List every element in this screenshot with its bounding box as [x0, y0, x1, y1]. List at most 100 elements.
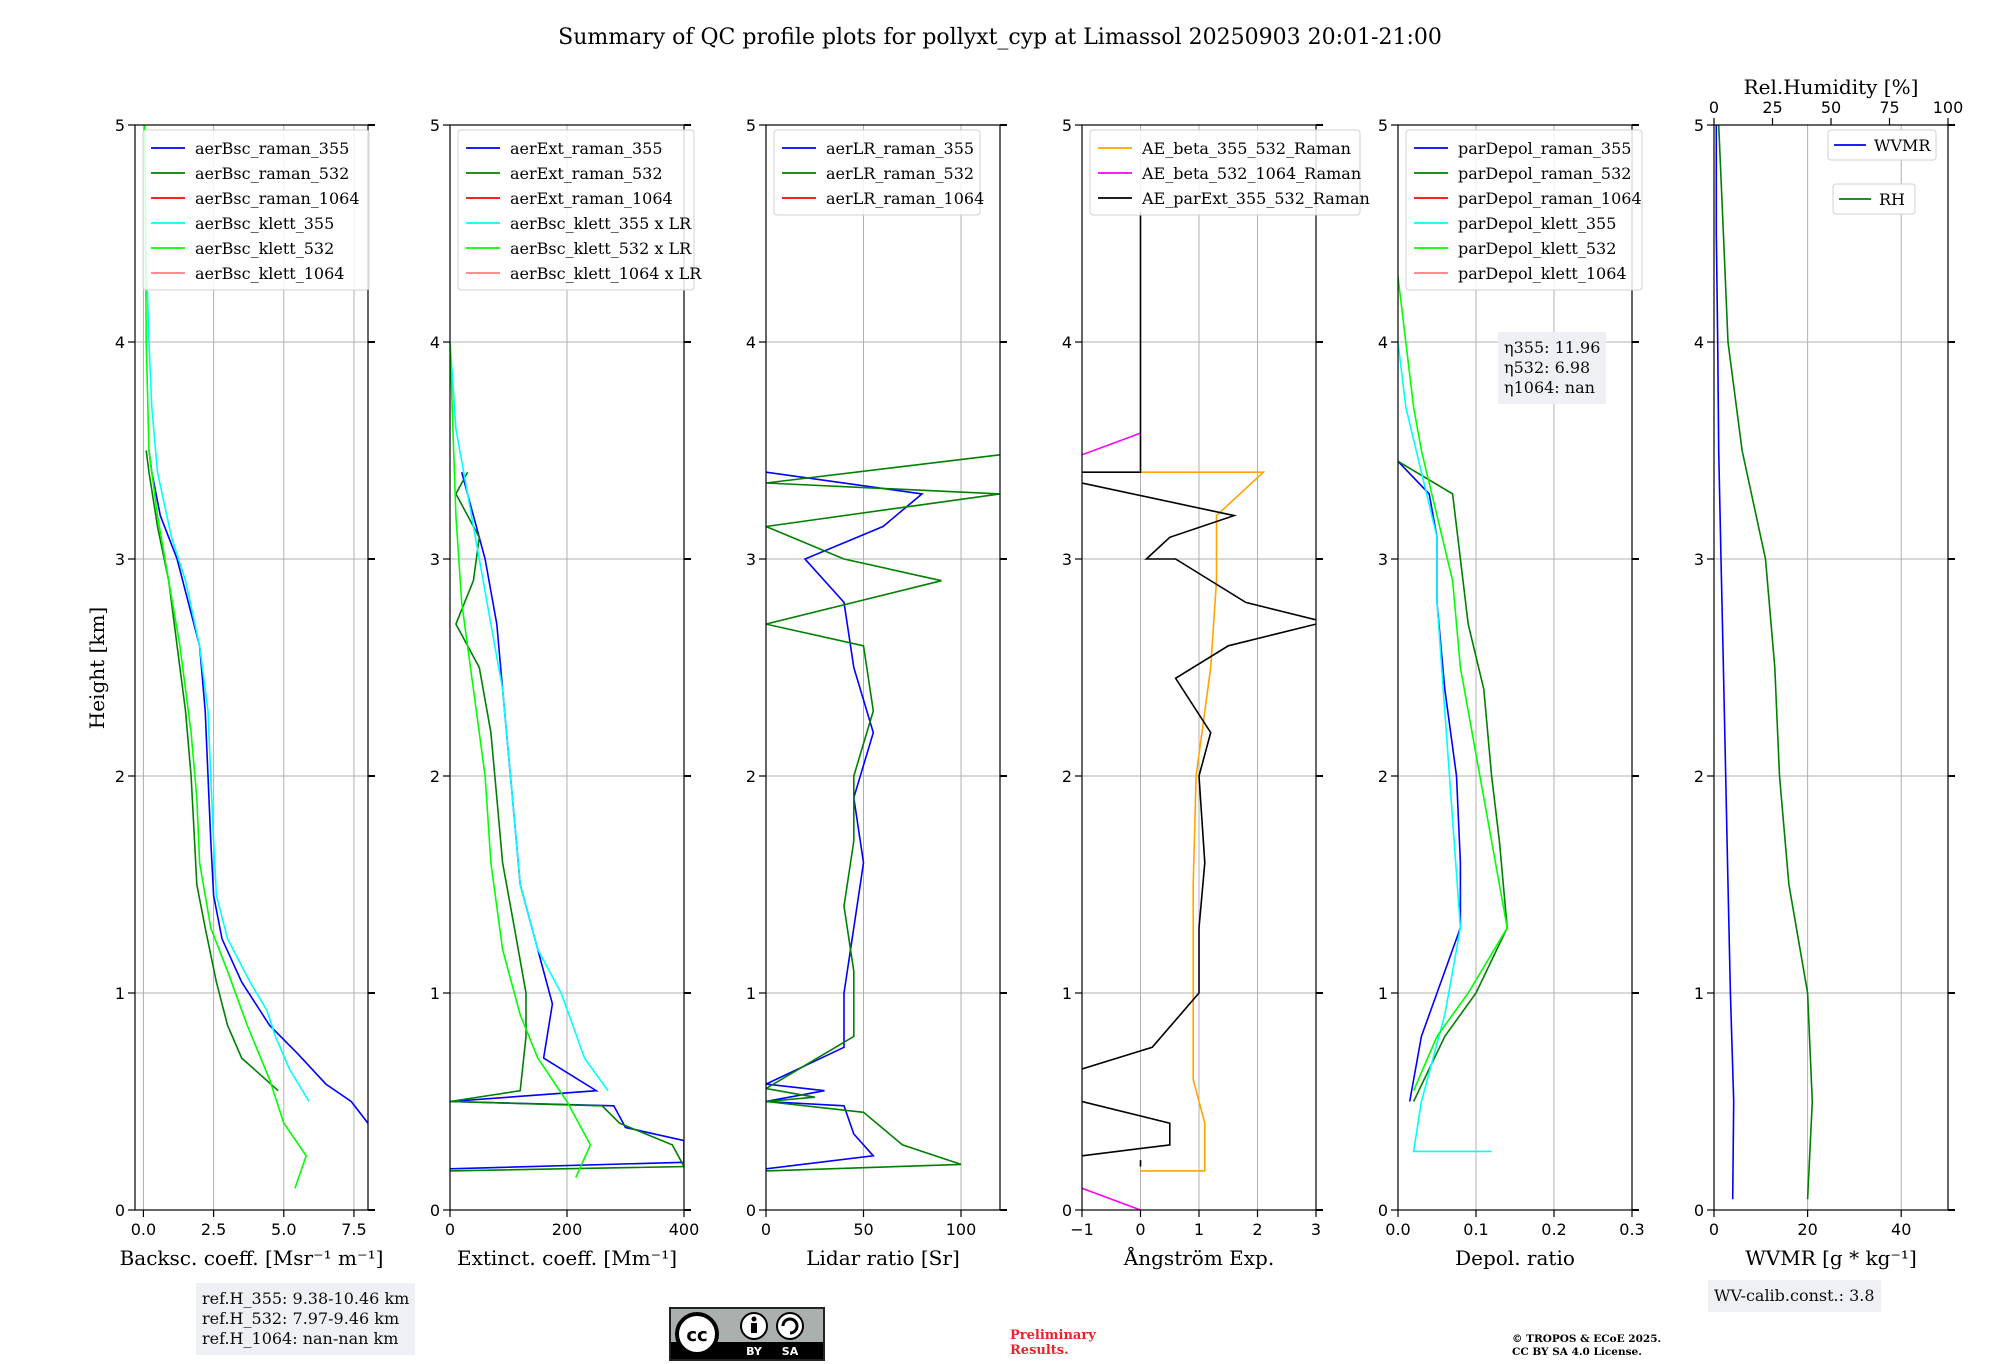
ytick-label-wv-2: 2: [1694, 767, 1704, 786]
legend-label-ext-2: aerExt_raman_1064: [510, 189, 673, 208]
series-line-ae-7: [1082, 211, 1142, 473]
xtick-label-lr-2: 100: [946, 1220, 977, 1239]
series-line-bsc-0: [148, 450, 368, 1124]
top-xtick-label-1: 25: [1762, 98, 1782, 117]
series-line-ext-3: [450, 341, 592, 1178]
xtick-label-ae-0: −1: [1070, 1220, 1094, 1239]
xtick-label-depol-0: 0.0: [1385, 1220, 1410, 1239]
series-line-ae-2: [1082, 432, 1141, 456]
ytick-label-lr-0: 0: [746, 1201, 756, 1220]
legend-label-depol-2: parDepol_raman_1064: [1458, 189, 1642, 208]
ytick-label-ae-5: 5: [1062, 116, 1072, 135]
eta-box: η355: 11.96 η532: 6.98 η1064: nan: [1498, 332, 1607, 404]
xtick-label-ae-4: 3: [1311, 1220, 1321, 1239]
series-line-depol-0: [1398, 460, 1462, 1102]
cc-license-badge: cc BY SA: [669, 1307, 825, 1361]
legend-label-bsc-5: aerBsc_klett_1064: [195, 264, 344, 283]
series-line-ae-1: [1082, 1187, 1141, 1210]
ytick-label-ext-1: 1: [430, 984, 440, 1003]
ytick-label-ext-2: 2: [430, 767, 440, 786]
xtick-label-ae-2: 1: [1194, 1220, 1204, 1239]
top-xtick-label-2: 50: [1821, 98, 1841, 117]
x-axis-label-ext: Extinct. coeff. [Mm⁻¹]: [457, 1246, 677, 1270]
ytick-label-bsc-2: 2: [115, 767, 125, 786]
xtick-label-ext-1: 200: [552, 1220, 583, 1239]
legend-label-depol-0: parDepol_raman_355: [1458, 139, 1631, 158]
legend-label-ae-1: AE_beta_532_1064_Raman: [1141, 164, 1361, 183]
ytick-label-ae-4: 4: [1062, 333, 1072, 352]
axes-frame-lr: [765, 124, 1001, 1211]
series-line-bsc-1: [145, 450, 279, 1092]
legend-box-bsc: [142, 129, 370, 291]
legend-label-ae-0: AE_beta_355_532_Raman: [1141, 139, 1351, 158]
legend-label-depol-1: parDepol_raman_532: [1458, 164, 1631, 183]
xtick-label-ae-3: 2: [1252, 1220, 1262, 1239]
xtick-label-ext-2: 400: [669, 1220, 700, 1239]
eta-1064: η1064: nan: [1504, 378, 1595, 397]
legend-label-ext-4: aerBsc_klett_532 x LR: [510, 239, 692, 258]
ytick-label-ext-5: 5: [430, 116, 440, 135]
xtick-label-depol-1: 0.1: [1463, 1220, 1488, 1239]
ytick-label-wv-4: 4: [1694, 333, 1704, 352]
ytick-label-wv-3: 3: [1694, 550, 1704, 569]
panel-ext: 0 1 2 3 4 5 0 200 400 Extinct. coeff. [Mm⁻¹] aerEx…: [430, 116, 702, 1270]
series-line-ext-1: [450, 471, 684, 1172]
xtick-label-depol-2: 0.2: [1541, 1220, 1566, 1239]
xtick-label-ext-0: 0: [445, 1220, 455, 1239]
xtick-label-bsc-1: 2.5: [201, 1220, 226, 1239]
ytick-label-ae-3: 3: [1062, 550, 1072, 569]
legend-box-depol: [1405, 129, 1643, 291]
series-line-bsc-2: [144, 125, 310, 1102]
ytick-label-lr-3: 3: [746, 550, 756, 569]
ytick-label-depol-3: 3: [1378, 550, 1388, 569]
legend-label-depol-3: parDepol_klett_355: [1458, 214, 1616, 233]
top-axis-label: Rel.Humidity [%]: [1744, 75, 1919, 99]
top-xtick-label-4: 100: [1933, 98, 1964, 117]
copyright-line-1: © TROPOS & ECoE 2025.: [1512, 1333, 1662, 1345]
legend-label-bsc-3: aerBsc_klett_355: [195, 214, 334, 233]
xtick-label-bsc-3: 7.5: [341, 1220, 366, 1239]
legend-label-wv-1: RH: [1879, 190, 1905, 209]
legend-label-wv-0: WVMR: [1874, 136, 1931, 155]
xtick-label-wv-0: 0: [1709, 1220, 1719, 1239]
xtick-label-depol-3: 0.3: [1619, 1220, 1644, 1239]
legend-box-lr: [773, 129, 981, 216]
ytick-label-depol-4: 4: [1378, 333, 1388, 352]
eta-355: η355: 11.96: [1504, 338, 1601, 357]
series-line-ae-4: [1082, 1100, 1171, 1157]
series-line-lr-1: [766, 454, 1000, 1172]
legend-label-depol-4: parDepol_klett_532: [1458, 239, 1616, 258]
ytick-label-bsc-3: 3: [115, 550, 125, 569]
ytick-label-ae-2: 2: [1062, 767, 1072, 786]
legend-label-bsc-1: aerBsc_raman_532: [195, 164, 349, 183]
ytick-label-lr-4: 4: [746, 333, 756, 352]
xtick-label-lr-1: 50: [853, 1220, 873, 1239]
ytick-label-ext-3: 3: [430, 550, 440, 569]
cc-sa-label: SA: [782, 1345, 799, 1358]
series-line-depol-3: [1398, 276, 1509, 1092]
ref-height-355: ref.H_355: 9.38-10.46 km: [202, 1289, 410, 1308]
series-line-ae-0: [1140, 471, 1266, 1172]
ytick-label-bsc-5: 5: [115, 116, 125, 135]
xtick-label-bsc-2: 5.0: [271, 1220, 296, 1239]
ytick-label-lr-2: 2: [746, 767, 756, 786]
top-xtick-label-0: 0: [1709, 98, 1719, 117]
top-xtick-label-3: 75: [1879, 98, 1899, 117]
xtick-label-wv-1: 20: [1797, 1220, 1817, 1239]
preliminary-line-2: Results.: [1010, 1343, 1069, 1358]
ytick-label-depol-2: 2: [1378, 767, 1388, 786]
preliminary-note: Preliminary Results.: [1010, 1328, 1096, 1358]
y-axis-label: Height [km]: [85, 607, 109, 729]
legend-label-bsc-4: aerBsc_klett_532: [195, 239, 334, 258]
series-line-ae-6: [1082, 482, 1316, 621]
xtick-label-bsc-0: 0.0: [131, 1220, 156, 1239]
ytick-label-ae-1: 1: [1062, 984, 1072, 1003]
legend-box-wv-1: [1832, 183, 1916, 215]
legend-label-lr-1: aerLR_raman_532: [826, 164, 974, 183]
series-line-bsc-3: [144, 125, 308, 1189]
panel-depol: 0 1 2 3 4 5 0.0 0.1 0.2 0.3 Depol. ratio parDepol_r…: [1378, 116, 1645, 1270]
